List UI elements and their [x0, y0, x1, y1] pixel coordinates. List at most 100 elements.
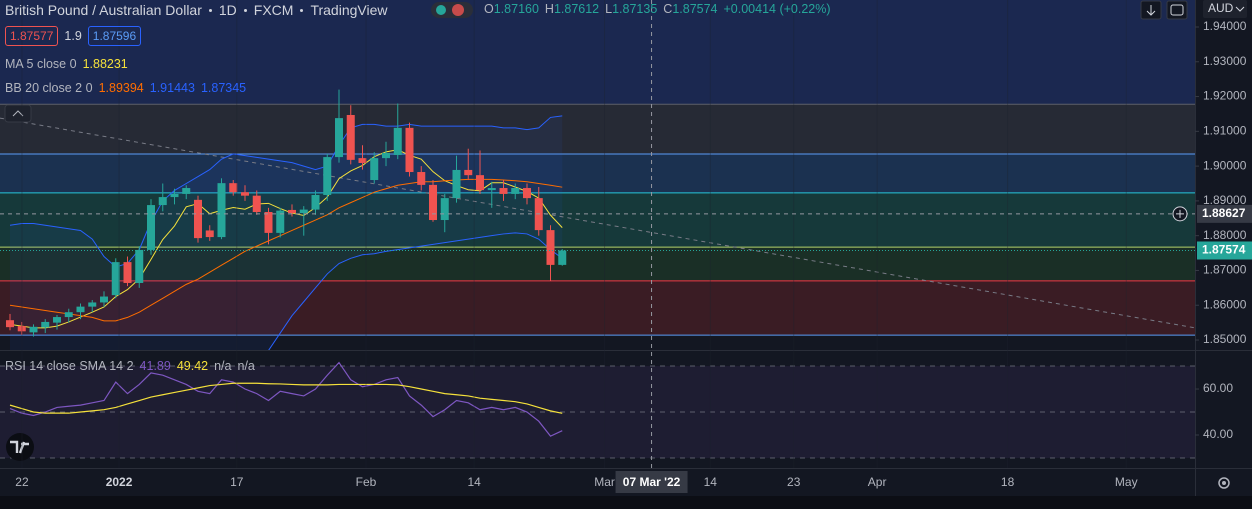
x-tick-label: 17	[230, 475, 244, 489]
indicator-value: 1.89394	[98, 81, 144, 95]
candle-body	[299, 209, 308, 214]
status-strip	[0, 496, 1252, 509]
fullscreen-button[interactable]	[1166, 0, 1188, 20]
indicator-line	[9, 115, 563, 268]
last-price-box	[1197, 241, 1252, 260]
crosshair-price-box	[1197, 204, 1252, 223]
toggle-icon[interactable]	[431, 2, 473, 18]
trendline	[0, 117, 1195, 329]
x-tick-label: 14	[467, 475, 481, 489]
rsi-line	[9, 361, 563, 437]
rsi-value: 49.42	[176, 359, 209, 373]
y-tick-label: 1.85000	[1203, 332, 1247, 346]
crosshair-date-label: 07 Mar '22	[623, 475, 681, 489]
candle-body	[428, 184, 437, 221]
candle-body	[41, 321, 50, 328]
candle-body	[276, 210, 285, 233]
candle-body	[217, 183, 226, 238]
rsi-pane	[0, 361, 1195, 459]
ohlc-item: H1.87612	[545, 2, 599, 16]
candle-body	[135, 249, 144, 283]
candle-body	[558, 250, 567, 265]
x-tick-label: May	[1115, 475, 1138, 489]
indicator-line	[9, 149, 563, 329]
ohlc-value: 1.87135	[612, 2, 658, 16]
rsi-na: n/a	[237, 359, 255, 373]
y-tick-label: 1.86000	[1203, 297, 1247, 311]
candle-body	[475, 175, 484, 191]
currency[interactable]: AUD	[1208, 1, 1234, 15]
candle-body	[358, 158, 367, 163]
candle-body	[334, 118, 343, 158]
ohlc-key: L	[605, 2, 613, 16]
candle-body	[76, 306, 85, 313]
candle-body	[370, 158, 379, 181]
candle-body	[499, 188, 508, 194]
candle-body	[417, 172, 426, 185]
level-zone	[0, 0, 1195, 105]
add-alert-plus	[1176, 209, 1184, 218]
candle-body	[405, 127, 414, 173]
currency-dropdown[interactable]: AUD	[1203, 0, 1247, 18]
rsi-band-fill	[0, 366, 1195, 458]
candle-body	[99, 296, 108, 303]
spread: 1.9	[64, 29, 82, 43]
indicator-value: 1.88231	[82, 57, 128, 71]
ask[interactable]: 1.87596	[87, 26, 142, 46]
collapse-button[interactable]	[4, 104, 32, 123]
y-tick-label: 1.90000	[1203, 158, 1247, 172]
candle-body	[452, 169, 461, 199]
candle-body	[487, 188, 496, 191]
candle-body	[229, 183, 238, 193]
candle-body	[205, 230, 214, 238]
settings-button[interactable]	[1218, 477, 1230, 489]
level-zone	[0, 153, 1195, 193]
candle-body	[393, 127, 402, 155]
ohlc-value: 1.87574	[672, 2, 718, 16]
level-zone	[0, 104, 1195, 154]
candle-body	[111, 262, 120, 296]
indicator-value: 1.87345	[200, 81, 247, 95]
ohlc-key: O	[484, 2, 494, 16]
indicator-value: 1.91443	[149, 81, 195, 95]
indicator-name: BB 20 close 2 0	[5, 81, 93, 95]
crosshair-date-box	[615, 471, 688, 493]
rsi-name: RSI 14 close SMA 14 2	[5, 359, 134, 373]
ohlc-key: H	[544, 2, 554, 16]
rsi-line	[9, 382, 563, 414]
ohlc-item: O1.87160	[484, 2, 539, 16]
scroll-down-button[interactable]	[1140, 0, 1162, 20]
change: +0.00414 (+0.22%)	[723, 2, 831, 16]
symbol-header: British Pound / Australian Dollar 1D FXC…	[5, 1, 388, 19]
candle-body	[52, 317, 61, 323]
candle-body	[323, 157, 332, 195]
rsi-na: n/a	[214, 359, 232, 373]
candle-body	[264, 212, 273, 233]
y-tick-label: 1.91000	[1203, 124, 1247, 138]
source: FXCM	[253, 2, 294, 18]
candle-body	[287, 209, 296, 214]
y-tick-label: 1.94000	[1203, 19, 1247, 33]
bid[interactable]: 1.87577	[5, 26, 59, 46]
rsi-y-tick-label: 60.00	[1203, 381, 1233, 395]
tv-logo	[6, 433, 34, 461]
x-tick-label: Feb	[356, 475, 377, 489]
candle-body	[240, 192, 249, 196]
indicator-line	[268, 232, 563, 350]
candle-body	[311, 194, 320, 210]
platform: TradingView	[310, 2, 388, 18]
rsi-y-tick-label: 40.00	[1203, 427, 1233, 441]
candle-body	[193, 199, 202, 239]
candle-body	[522, 188, 531, 199]
ohlc-item: L1.87135	[605, 2, 657, 16]
candle-body	[170, 193, 179, 198]
interval: 1D	[218, 2, 237, 18]
x-tick-label: 14	[704, 475, 718, 489]
level-zone	[0, 280, 1195, 336]
x-tick-label: Apr	[868, 475, 887, 489]
ohlc-key: C	[663, 2, 673, 16]
y-tick-label: 1.92000	[1203, 89, 1247, 103]
ohlc-values: O1.87160 H1.87612 L1.87135 C1.87574 +0.00414…	[484, 2, 831, 16]
